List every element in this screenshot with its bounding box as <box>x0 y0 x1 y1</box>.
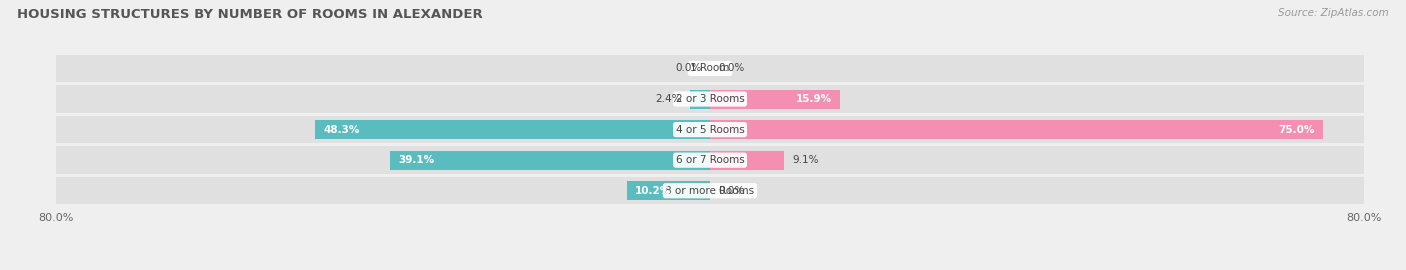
Text: 8 or more Rooms: 8 or more Rooms <box>665 186 755 196</box>
Text: 75.0%: 75.0% <box>1278 124 1315 135</box>
Bar <box>56 146 1364 174</box>
Text: 9.1%: 9.1% <box>793 155 820 165</box>
Text: 0.0%: 0.0% <box>718 63 744 73</box>
Text: 15.9%: 15.9% <box>796 94 832 104</box>
Text: 0.0%: 0.0% <box>718 186 744 196</box>
Bar <box>315 120 710 139</box>
Bar <box>710 151 785 170</box>
Bar <box>710 120 1323 139</box>
Text: 39.1%: 39.1% <box>399 155 434 165</box>
Text: 2 or 3 Rooms: 2 or 3 Rooms <box>676 94 744 104</box>
Text: 10.2%: 10.2% <box>636 186 671 196</box>
Text: 4 or 5 Rooms: 4 or 5 Rooms <box>676 124 744 135</box>
Bar <box>391 151 710 170</box>
Text: HOUSING STRUCTURES BY NUMBER OF ROOMS IN ALEXANDER: HOUSING STRUCTURES BY NUMBER OF ROOMS IN… <box>17 8 482 21</box>
Bar <box>710 90 839 109</box>
Bar <box>56 85 1364 113</box>
Text: 1 Room: 1 Room <box>690 63 730 73</box>
Bar <box>56 55 1364 82</box>
Text: Source: ZipAtlas.com: Source: ZipAtlas.com <box>1278 8 1389 18</box>
Bar <box>56 177 1364 204</box>
Bar <box>627 181 710 200</box>
Bar <box>56 116 1364 143</box>
Text: 2.4%: 2.4% <box>655 94 682 104</box>
Text: 48.3%: 48.3% <box>323 124 360 135</box>
Text: 6 or 7 Rooms: 6 or 7 Rooms <box>676 155 744 165</box>
Bar <box>690 90 710 109</box>
Text: 0.0%: 0.0% <box>676 63 702 73</box>
